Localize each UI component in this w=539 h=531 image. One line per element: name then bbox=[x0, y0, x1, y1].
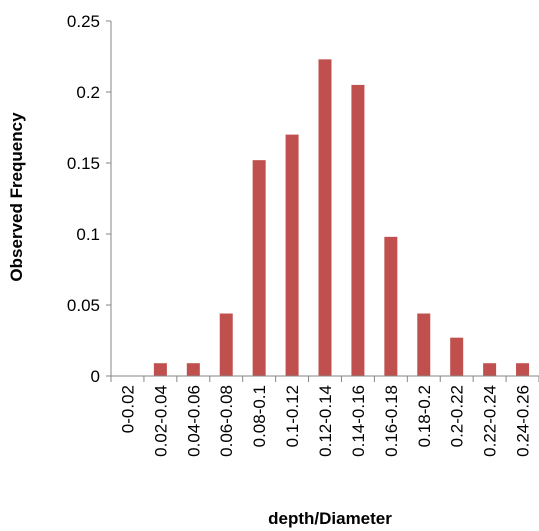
bar-0.2-0.22 bbox=[450, 337, 464, 376]
x-tick-label: 0.02-0.04 bbox=[151, 385, 170, 457]
y-tick-label: 0 bbox=[91, 367, 100, 386]
x-tick-label: 0.2-0.22 bbox=[448, 385, 467, 447]
tick-labels: 0 0.05 0.1 0.15 0.2 0.25 0-0.02 0.02-0.04 0.04-0… bbox=[67, 12, 533, 457]
x-tick-label: 0.24-0.26 bbox=[514, 385, 533, 457]
x-tick-label: 0.06-0.08 bbox=[217, 385, 236, 457]
x-tick-label: 0.04-0.06 bbox=[184, 385, 203, 457]
y-tick-label: 0.05 bbox=[67, 296, 100, 315]
bar-0.16-0.18 bbox=[384, 236, 398, 376]
bar-0.1-0.12 bbox=[285, 134, 299, 376]
x-axis-title: depth/Diameter bbox=[268, 509, 392, 528]
bar-0.06-0.08 bbox=[219, 313, 233, 376]
y-tick-label: 0.2 bbox=[76, 83, 100, 102]
x-tick-label: 0.18-0.2 bbox=[415, 385, 434, 447]
x-tick-label: 0.1-0.12 bbox=[283, 385, 302, 447]
bars bbox=[153, 59, 530, 377]
x-tick-label: 0.12-0.14 bbox=[316, 385, 335, 457]
bar-0.08-0.1 bbox=[252, 160, 266, 376]
bar-0.12-0.14 bbox=[318, 59, 332, 377]
bar-0.14-0.16 bbox=[351, 84, 365, 377]
y-axis-title: Observed Frequency bbox=[7, 112, 26, 282]
bar-0.24-0.26 bbox=[516, 363, 530, 376]
bar-0.18-0.2 bbox=[417, 313, 431, 376]
y-tick-label: 0.1 bbox=[76, 225, 100, 244]
bar-0.02-0.04 bbox=[153, 363, 167, 376]
y-tick-label: 0.25 bbox=[67, 12, 100, 31]
axes bbox=[106, 20, 539, 382]
x-tick-label: 0.16-0.18 bbox=[382, 385, 401, 457]
x-tick-label: 0-0.02 bbox=[118, 385, 137, 433]
x-tick-label: 0.08-0.1 bbox=[250, 385, 269, 447]
bar-0.04-0.06 bbox=[186, 363, 200, 376]
y-tick-label: 0.15 bbox=[67, 154, 100, 173]
bar-0.22-0.24 bbox=[483, 363, 497, 376]
x-tick-label: 0.22-0.24 bbox=[481, 385, 500, 457]
x-tick-label: 0.14-0.16 bbox=[349, 385, 368, 457]
